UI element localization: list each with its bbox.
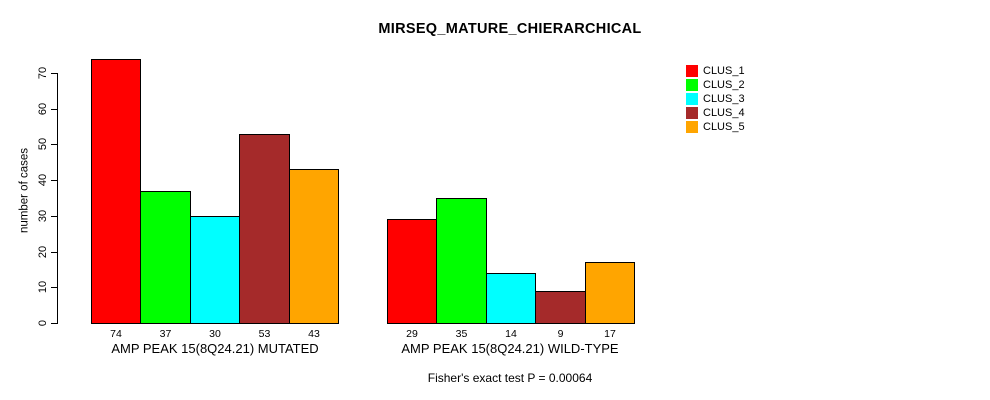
bar-g2-clus_1: [387, 219, 437, 324]
bar-value-label: 74: [110, 328, 122, 340]
bar-value-label: 29: [406, 328, 418, 340]
legend-label-clus_5: CLUS_5: [703, 121, 745, 133]
annotation-text: Fisher's exact test P = 0.00064: [427, 371, 593, 385]
bar-g1-clus_4: [239, 134, 290, 324]
y-axis-tick: [51, 109, 57, 110]
y-axis-tick: [51, 323, 57, 324]
group-label-wild-type: AMP PEAK 15(8Q24.21) WILD-TYPE: [401, 341, 619, 356]
y-axis-tick-label: 10: [37, 280, 49, 294]
bar-value-label: 37: [159, 328, 172, 340]
bar-value-label: 17: [604, 328, 616, 340]
legend-label-clus_1: CLUS_1: [703, 65, 745, 77]
y-axis-tick: [51, 180, 57, 181]
y-axis-line: [57, 73, 58, 324]
y-axis-tick: [51, 144, 57, 145]
bar-g1-clus_3: [190, 216, 240, 324]
bar-g1-clus_1: [91, 59, 141, 324]
y-axis-tick: [51, 73, 57, 74]
bar-value-label: 30: [209, 328, 221, 340]
bar-g2-clus_3: [486, 273, 536, 324]
bar-g2-clus_5: [585, 262, 635, 324]
bar-g1-clus_2: [140, 191, 191, 324]
y-axis-tick: [51, 252, 57, 253]
y-axis-tick-label: 20: [37, 245, 49, 259]
y-axis-tick-label: 70: [37, 66, 49, 80]
bar-value-label: 53: [258, 328, 271, 340]
group-label-mutated: AMP PEAK 15(8Q24.21) MUTATED: [111, 341, 319, 356]
y-axis-tick-label: 30: [37, 209, 49, 223]
y-axis-tick: [51, 287, 57, 288]
bar-value-label: 9: [557, 328, 564, 340]
legend-label-clus_4: CLUS_4: [703, 107, 745, 119]
legend-swatch-clus_3: [686, 93, 698, 105]
bar-value-label: 14: [505, 328, 517, 340]
legend-label-clus_3: CLUS_3: [703, 93, 745, 105]
bar-value-label: 35: [455, 328, 468, 340]
bar-value-label: 43: [308, 328, 320, 340]
legend-swatch-clus_1: [686, 65, 698, 77]
y-axis-tick-label: 50: [37, 137, 49, 151]
bar-g2-clus_4: [535, 291, 586, 324]
legend-label-clus_2: CLUS_2: [703, 79, 745, 91]
y-axis-tick-label: 40: [37, 173, 49, 187]
y-axis-title: number of cases: [18, 148, 31, 234]
legend-swatch-clus_4: [686, 107, 698, 119]
y-axis-tick: [51, 216, 57, 217]
y-axis-tick-label: 0: [37, 319, 49, 327]
bar-g2-clus_2: [436, 198, 487, 324]
chart-title: MIRSEQ_MATURE_CHIERARCHICAL: [378, 21, 642, 37]
bar-g1-clus_5: [289, 169, 339, 324]
y-axis-tick-label: 60: [37, 102, 49, 116]
legend-swatch-clus_5: [686, 121, 698, 133]
legend-swatch-clus_2: [686, 79, 698, 91]
